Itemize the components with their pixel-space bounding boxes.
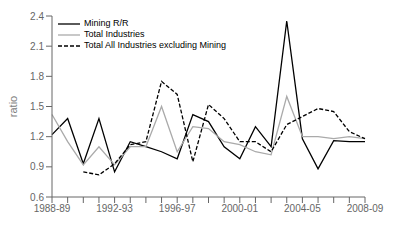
svg-text:0.6: 0.6	[30, 192, 44, 203]
svg-text:2008-09: 2008-09	[347, 203, 384, 214]
svg-text:1.8: 1.8	[30, 71, 44, 82]
svg-text:1996-97: 1996-97	[159, 203, 196, 214]
svg-text:2004-05: 2004-05	[284, 203, 321, 214]
html-text:Mining R/R: Mining R/R	[84, 18, 129, 28]
svg-text:1992-93: 1992-93	[96, 203, 133, 214]
svg-text:0.9: 0.9	[30, 161, 44, 172]
html-text:Total All Industries excluding: Total All Industries excluding Mining	[84, 40, 227, 50]
html-text:Total Industries: Total Industries	[84, 29, 145, 39]
svg-text:2.4: 2.4	[30, 11, 44, 22]
svg-text:1988-89: 1988-89	[34, 203, 71, 214]
svg-text:1.2: 1.2	[30, 131, 44, 142]
svg-text:2000-01: 2000-01	[221, 203, 258, 214]
svg-text:ratio: ratio	[8, 96, 19, 117]
svg-text:2.1: 2.1	[30, 41, 44, 52]
svg-text:1.5: 1.5	[30, 101, 44, 112]
